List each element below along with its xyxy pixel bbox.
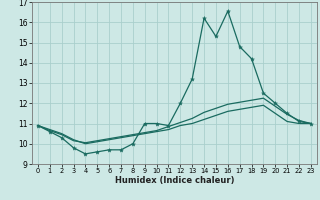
X-axis label: Humidex (Indice chaleur): Humidex (Indice chaleur) (115, 176, 234, 185)
